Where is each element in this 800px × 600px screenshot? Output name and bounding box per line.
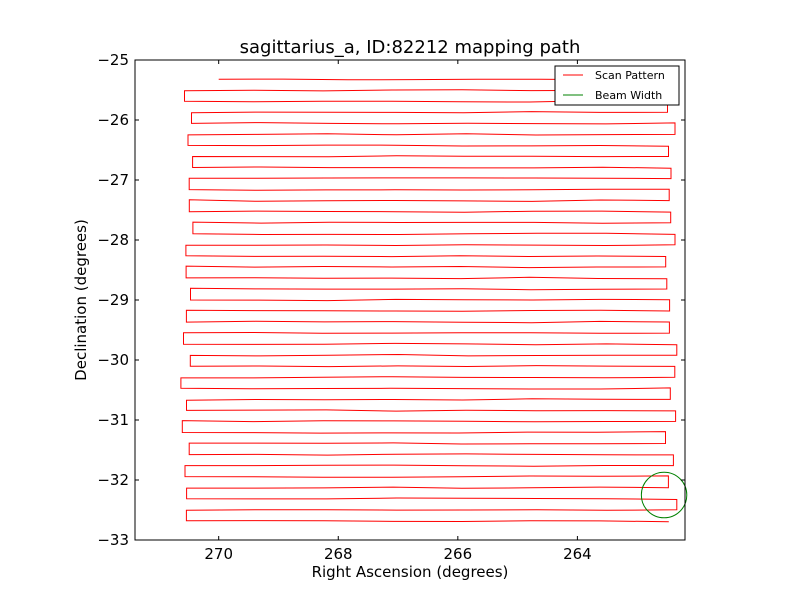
y-tick-label: −26 [97, 111, 129, 129]
x-tick-label: 270 [204, 545, 233, 563]
legend-box [554, 65, 680, 106]
legend-scan-pattern-label: Scan Pattern [595, 69, 665, 82]
scan-pattern-line [180, 77, 678, 523]
x-tick-label: 268 [324, 545, 353, 563]
beam-circle [640, 471, 688, 519]
axis-ticks: 270 268 266 264 −25 −26 −27 −28 −29 −30 −31 −32 −33 [97, 51, 685, 563]
x-tick-label: 266 [444, 545, 473, 563]
y-tick-label: −27 [97, 171, 129, 189]
beam-width-circle [640, 471, 688, 519]
y-tick-label: −25 [97, 51, 129, 69]
chart-title: sagittarius_a, ID:82212 mapping path [240, 37, 581, 58]
y-tick-label: −32 [97, 471, 129, 489]
y-tick-label: −31 [97, 411, 129, 429]
y-tick-label: −29 [97, 291, 129, 309]
x-axis-label: Right Ascension (degrees) [312, 563, 509, 581]
legend: Scan Pattern Beam Width [554, 65, 680, 106]
y-tick-label: −33 [97, 531, 129, 549]
legend-beam-width-label: Beam Width [595, 89, 662, 102]
y-tick-label: −30 [97, 351, 129, 369]
plot-frame [134, 59, 686, 541]
x-tick-label: 264 [563, 545, 592, 563]
y-tick-label: −28 [97, 231, 129, 249]
y-axis-label: Declination (degrees) [72, 219, 90, 381]
scan-pattern-path [180, 77, 678, 523]
